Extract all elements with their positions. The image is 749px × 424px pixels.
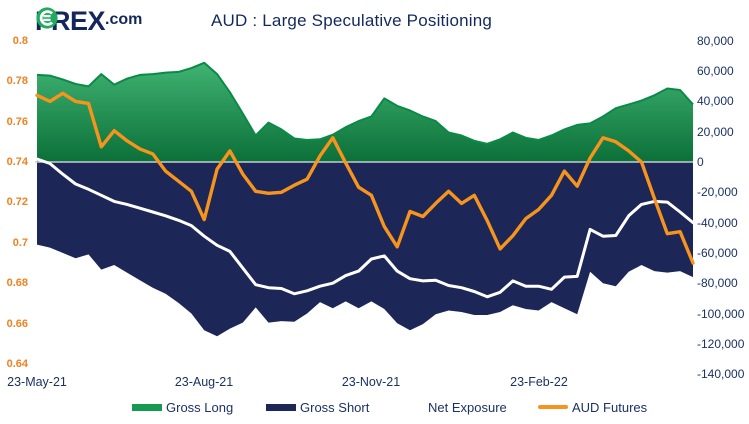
gross-short-area: [37, 162, 693, 337]
y-axis-left-tick: 0.72: [6, 196, 28, 208]
logo-text-rex: REX: [51, 6, 106, 36]
gross-long-area: [37, 62, 693, 162]
y-axis-left-tick: 0.66: [6, 318, 28, 330]
forex-o-icon: [36, 7, 58, 29]
y-axis-right-tick: -140,000: [697, 367, 745, 381]
x-axis-tick: 23-May-21: [7, 375, 67, 389]
y-axis-right-tick: -120,000: [697, 337, 745, 351]
y-axis-left-tick: 0.68: [6, 277, 28, 289]
y-axis-right-tick: 20,000: [697, 125, 734, 139]
legend-item-gross-long: Gross Long: [132, 399, 233, 415]
y-axis-left-tick: 0.76: [6, 116, 28, 128]
page-title: AUD : Large Speculative Positioning: [211, 11, 493, 30]
legend-label: Gross Long: [166, 399, 234, 415]
y-axis-right-tick: -60,000: [697, 246, 738, 260]
y-axis-right-tick: 0: [697, 155, 704, 169]
logo-text-com: .com: [105, 11, 143, 28]
x-axis-tick: 23-Nov-21: [341, 375, 401, 389]
y-axis-right-tick: -40,000: [697, 216, 738, 230]
y-axis-right-tick: 40,000: [697, 94, 734, 108]
y-axis-left-tick: 0.74: [6, 156, 28, 168]
legend-item-net-exposure: Net Exposure: [394, 399, 507, 415]
y-axis-left-tick: 0.7: [12, 237, 28, 249]
y-axis-right-tick: 80,000: [697, 34, 734, 48]
aud-futures-line: [35, 91, 695, 265]
y-axis-left-tick: 0.64: [6, 358, 28, 370]
y-axis-right-tick: -80,000: [697, 276, 738, 290]
legend-label: Net Exposure: [428, 399, 507, 415]
legend-item-gross-short: Gross Short: [266, 399, 369, 415]
y-axis-left-tick: 0.78: [6, 75, 28, 87]
y-axis-right-tick: -100,000: [697, 307, 745, 321]
y-axis-right-tick: 60,000: [697, 64, 734, 78]
legend-label: Gross Short: [300, 399, 370, 415]
y-axis-right-tick: -20,000: [697, 185, 738, 199]
legend-item-aud-futures: AUD Futures: [538, 399, 647, 415]
gross-long-edge: [36, 61, 694, 145]
x-axis-tick: 23-Aug-21: [174, 375, 234, 389]
legend-label: AUD Futures: [572, 399, 648, 415]
gross-short-swatch-icon: [266, 403, 296, 411]
x-axis-tick: 23-Feb-22: [510, 375, 568, 389]
net-exposure-swatch-icon: [394, 405, 424, 409]
net-exposure-line: [35, 157, 695, 299]
gross-long-swatch-icon: [132, 403, 162, 411]
aud-futures-swatch-icon: [538, 405, 568, 409]
forex-logo: F REX .com: [35, 7, 142, 35]
y-axis-left-tick: 0.8: [12, 35, 28, 47]
